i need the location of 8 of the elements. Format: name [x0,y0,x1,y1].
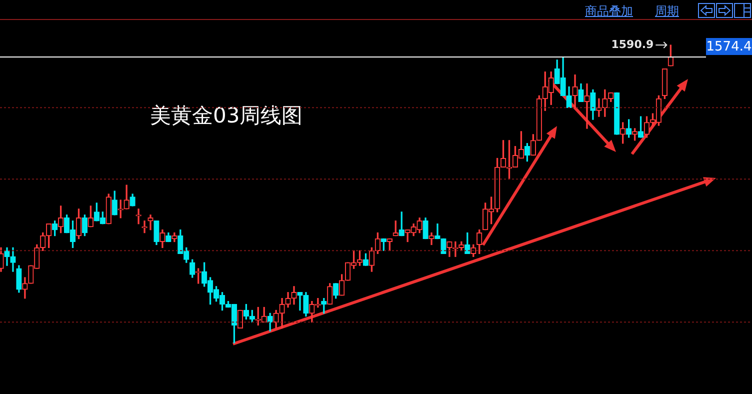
candlestick [584,83,590,129]
text: 商品叠加 [585,3,633,20]
annotation: 1590.9 [611,38,654,51]
text: 1574.4 [706,39,752,54]
candlestick [148,214,154,230]
candlestick [596,98,602,117]
text: 周期 [655,3,679,20]
text: 美黄金03周线图 [150,103,303,128]
